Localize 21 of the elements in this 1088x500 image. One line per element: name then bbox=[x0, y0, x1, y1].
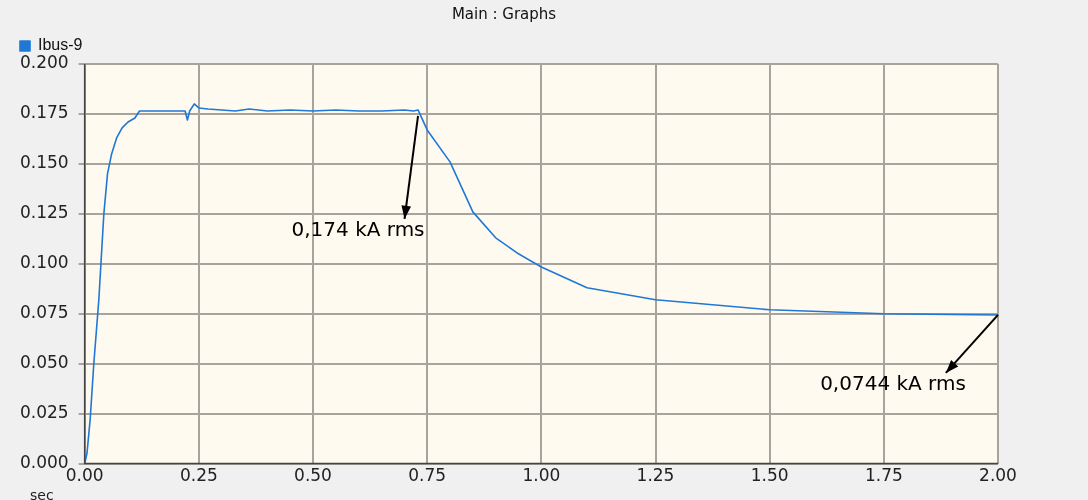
x-tick-label: 0.25 bbox=[179, 465, 218, 486]
annotation: 0,174 kA rms bbox=[291, 217, 425, 242]
x-tick-label: 1.75 bbox=[864, 465, 903, 486]
y-tick-label: 0.175 bbox=[20, 102, 69, 123]
chart-title: Main : Graphs bbox=[451, 4, 557, 23]
legend-label: Ibus-9 bbox=[38, 36, 83, 54]
annotation: 0,0744 kA rms bbox=[820, 371, 966, 396]
y-tick-label: 0.100 bbox=[20, 252, 69, 273]
x-tick-label: 1.25 bbox=[636, 465, 675, 486]
y-tick-label: 0.200 bbox=[20, 52, 69, 73]
y-tick-label: 0.025 bbox=[20, 402, 69, 423]
y-tick-label: 0.150 bbox=[20, 152, 69, 173]
x-tick-label: 2.00 bbox=[979, 465, 1017, 486]
x-tick-label: 0.50 bbox=[294, 465, 332, 486]
y-tick-label: 0.050 bbox=[20, 352, 69, 373]
x-axis-title: sec bbox=[30, 487, 54, 500]
y-tick-label: 0.075 bbox=[20, 302, 69, 323]
x-tick-label: 1.50 bbox=[750, 465, 789, 486]
y-tick-label: 0.125 bbox=[20, 202, 69, 223]
x-tick-label: 0.75 bbox=[408, 465, 447, 486]
x-tick-label: 1.00 bbox=[522, 465, 561, 486]
